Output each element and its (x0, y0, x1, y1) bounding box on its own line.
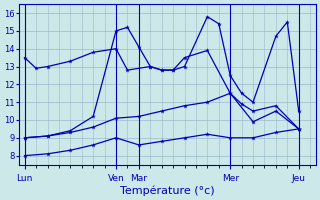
X-axis label: Température (°c): Température (°c) (120, 185, 215, 196)
